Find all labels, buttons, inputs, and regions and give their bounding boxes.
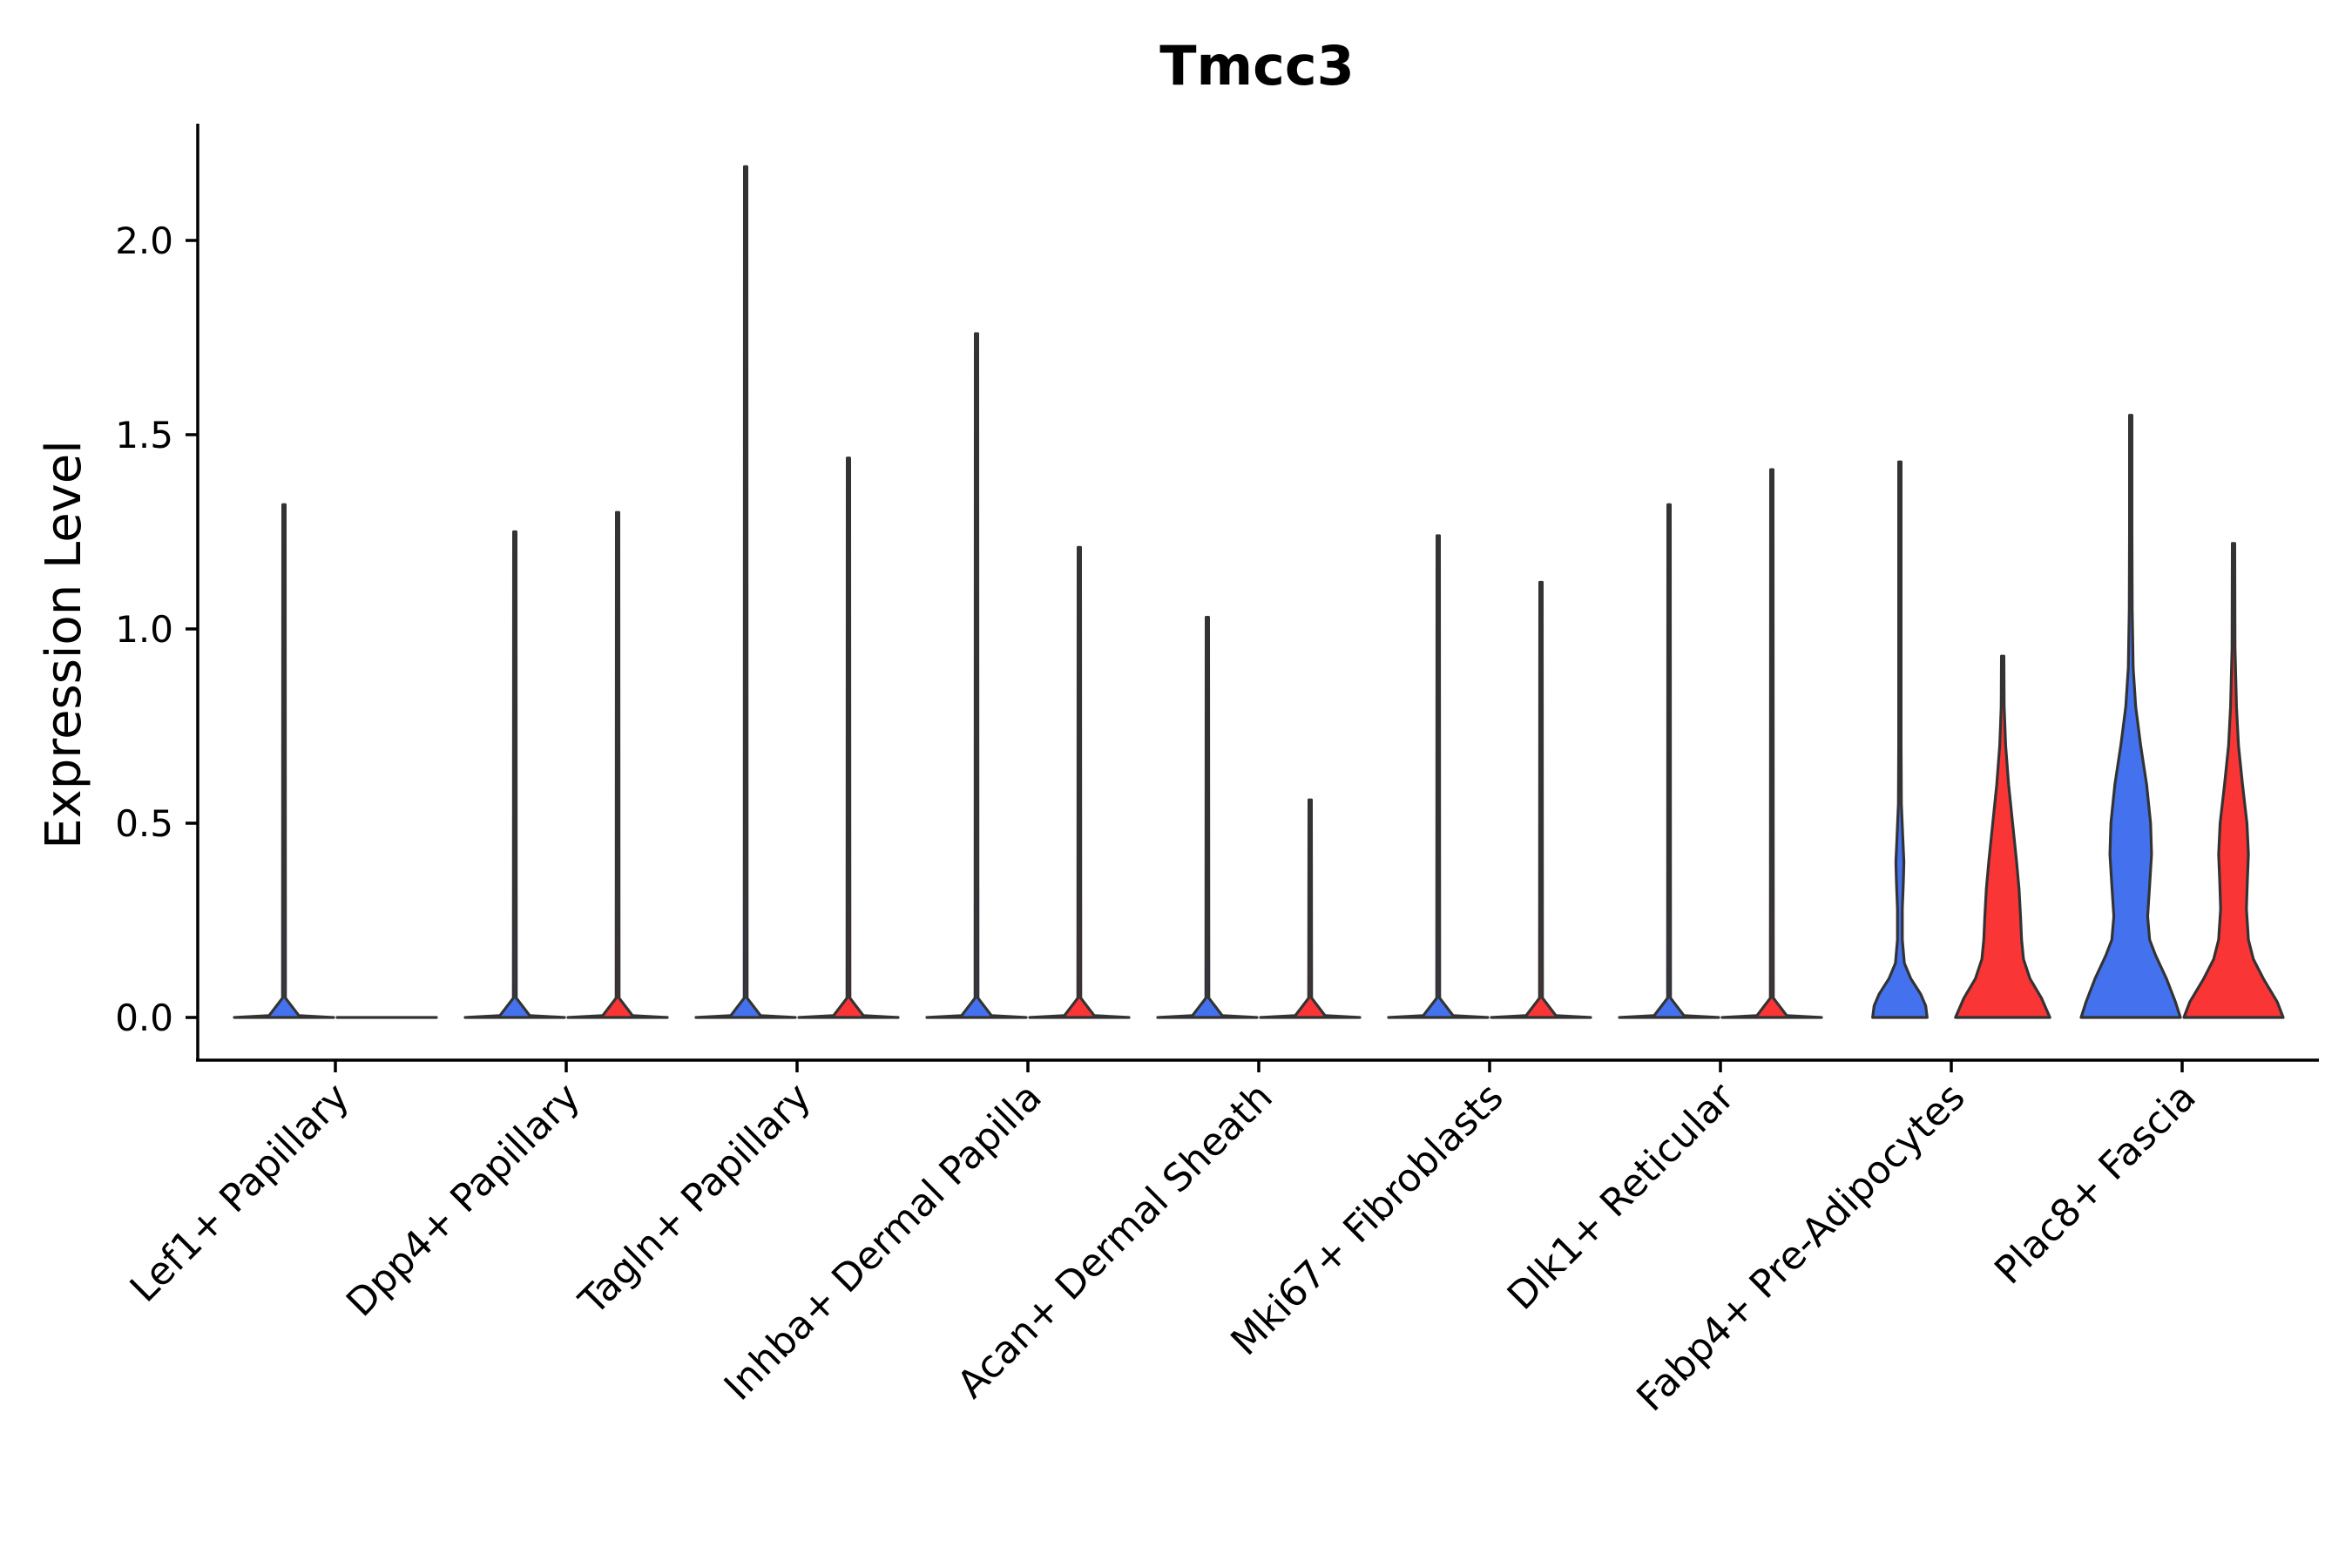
x-tick-label: Dlk1+ Reticular — [1499, 1074, 1744, 1319]
y-axis-ticks: 0.0 0.5 1.0 1.5 2.0 — [115, 220, 198, 1039]
violin-group1 — [1618, 503, 1720, 1019]
y-tick-label: 0.0 — [115, 997, 173, 1039]
violin-group2 — [1954, 654, 2051, 1019]
violin-group2 — [1259, 798, 1362, 1019]
violin-group1 — [694, 165, 797, 1019]
x-tick-label: Lef1+ Papillary — [122, 1075, 358, 1311]
violin-group2 — [1490, 580, 1592, 1019]
violin-group2 — [1028, 545, 1131, 1019]
violin-group2 — [1720, 468, 1823, 1019]
y-tick-label: 1.5 — [115, 414, 173, 456]
y-tick-label: 1.0 — [115, 608, 173, 651]
y-tick-label: 2.0 — [115, 220, 173, 262]
x-tick-label: Plac8+ Fascia — [1986, 1075, 2205, 1294]
violin-group2 — [797, 456, 900, 1019]
x-tick-label: Dpp4+ Papillary — [338, 1075, 589, 1326]
violin-group1 — [1387, 534, 1490, 1019]
violin-group1 — [463, 530, 566, 1019]
violin-group1 — [1871, 460, 1929, 1019]
violin-group1 — [2079, 414, 2182, 1019]
violin-group1 — [233, 503, 335, 1019]
violin-group1 — [1156, 616, 1259, 1019]
x-tick-label: Tagln+ Papillary — [571, 1075, 820, 1324]
violin-group2 — [2182, 542, 2285, 1019]
y-tick-label: 0.5 — [115, 802, 173, 845]
chart-title: Tmcc3 — [1159, 34, 1355, 98]
y-axis-label: Expression Level — [36, 440, 92, 849]
violin-group2 — [566, 510, 669, 1019]
violin-group1 — [925, 332, 1028, 1019]
violin-group — [233, 165, 2285, 1019]
